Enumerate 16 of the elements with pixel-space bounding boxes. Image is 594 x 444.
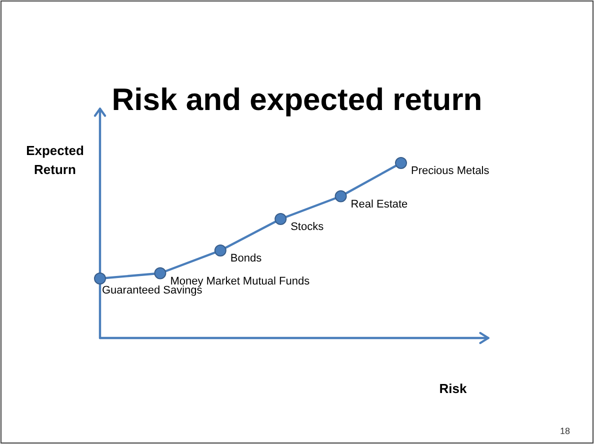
point [395,157,407,169]
point [214,244,226,256]
point [334,190,347,202]
chart-title: Risk and expected return [112,82,482,117]
x-axis-title: Risk [439,381,468,396]
point [274,213,287,225]
annotation: Bonds [230,252,262,264]
text: 18 [560,426,570,436]
annotation: Stocks [290,221,324,233]
annotation: Money Market Mutual Funds [170,275,310,288]
annotation: Real Estate [350,198,408,210]
annotation: Guaranteed Savings [102,284,203,296]
point [94,272,106,284]
y-axis-title: Expected Return [26,143,84,177]
point [154,267,166,280]
annotation: Precious Metals [411,165,490,177]
